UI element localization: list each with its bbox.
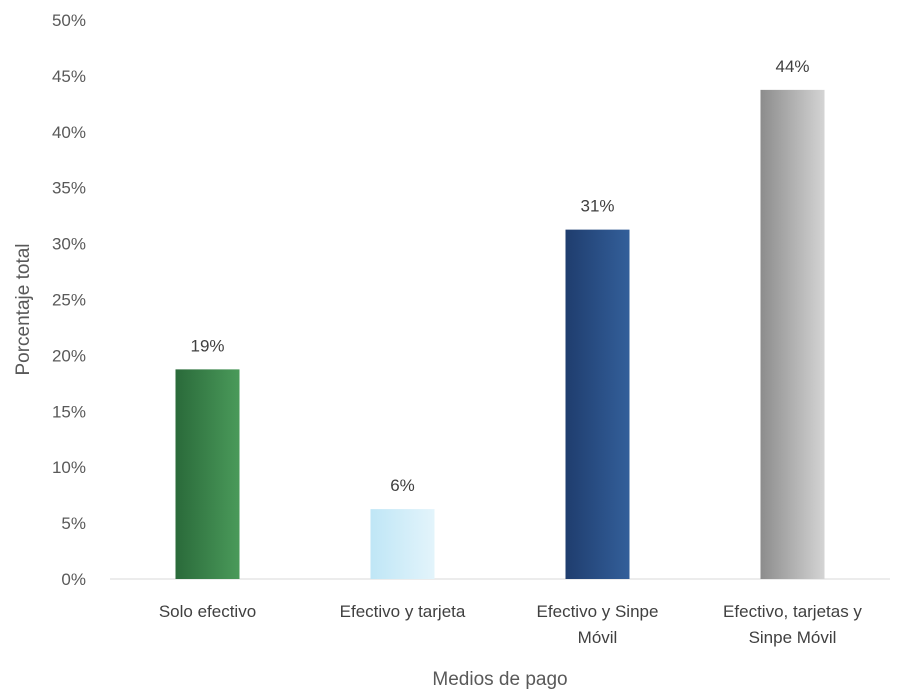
- category-label: Sinpe Móvil: [749, 628, 837, 647]
- data-label: 6%: [390, 476, 415, 495]
- bars: [175, 89, 825, 579]
- y-tick-label: 35%: [52, 179, 86, 198]
- y-tick-label: 45%: [52, 67, 86, 86]
- category-labels: Solo efectivo Efectivo y tarjeta Efectivo …: [159, 602, 863, 647]
- bar: [760, 89, 825, 579]
- y-tick-label: 20%: [52, 346, 86, 365]
- y-tick-label: 25%: [52, 291, 86, 310]
- y-tick-label: 5%: [61, 514, 86, 533]
- y-tick-label: 50%: [52, 11, 86, 30]
- y-tick-label: 10%: [52, 458, 86, 477]
- data-label: 44%: [775, 57, 809, 76]
- y-axis-ticks: 0% 5% 10% 15% 20% 25% 30% 35% 40% 45% 50%: [52, 11, 86, 589]
- y-axis-title: Porcentaje total: [13, 243, 34, 375]
- y-tick-label: 0%: [61, 570, 86, 589]
- category-label: Efectivo, tarjetas y: [723, 602, 862, 621]
- y-tick-label: 40%: [52, 123, 86, 142]
- bar: [175, 369, 240, 579]
- data-labels: 19% 6% 31% 44%: [190, 57, 809, 495]
- category-label: Efectivo y tarjeta: [340, 602, 466, 621]
- bar: [565, 229, 630, 579]
- y-tick-label: 15%: [52, 402, 86, 421]
- bar: [370, 509, 435, 579]
- category-label: Móvil: [578, 628, 618, 647]
- category-label: Solo efectivo: [159, 602, 256, 621]
- x-axis-title: Medios de pago: [432, 669, 567, 690]
- y-tick-label: 30%: [52, 235, 86, 254]
- data-label: 19%: [190, 336, 224, 355]
- category-label: Efectivo y Sinpe: [537, 602, 659, 621]
- data-label: 31%: [580, 197, 614, 216]
